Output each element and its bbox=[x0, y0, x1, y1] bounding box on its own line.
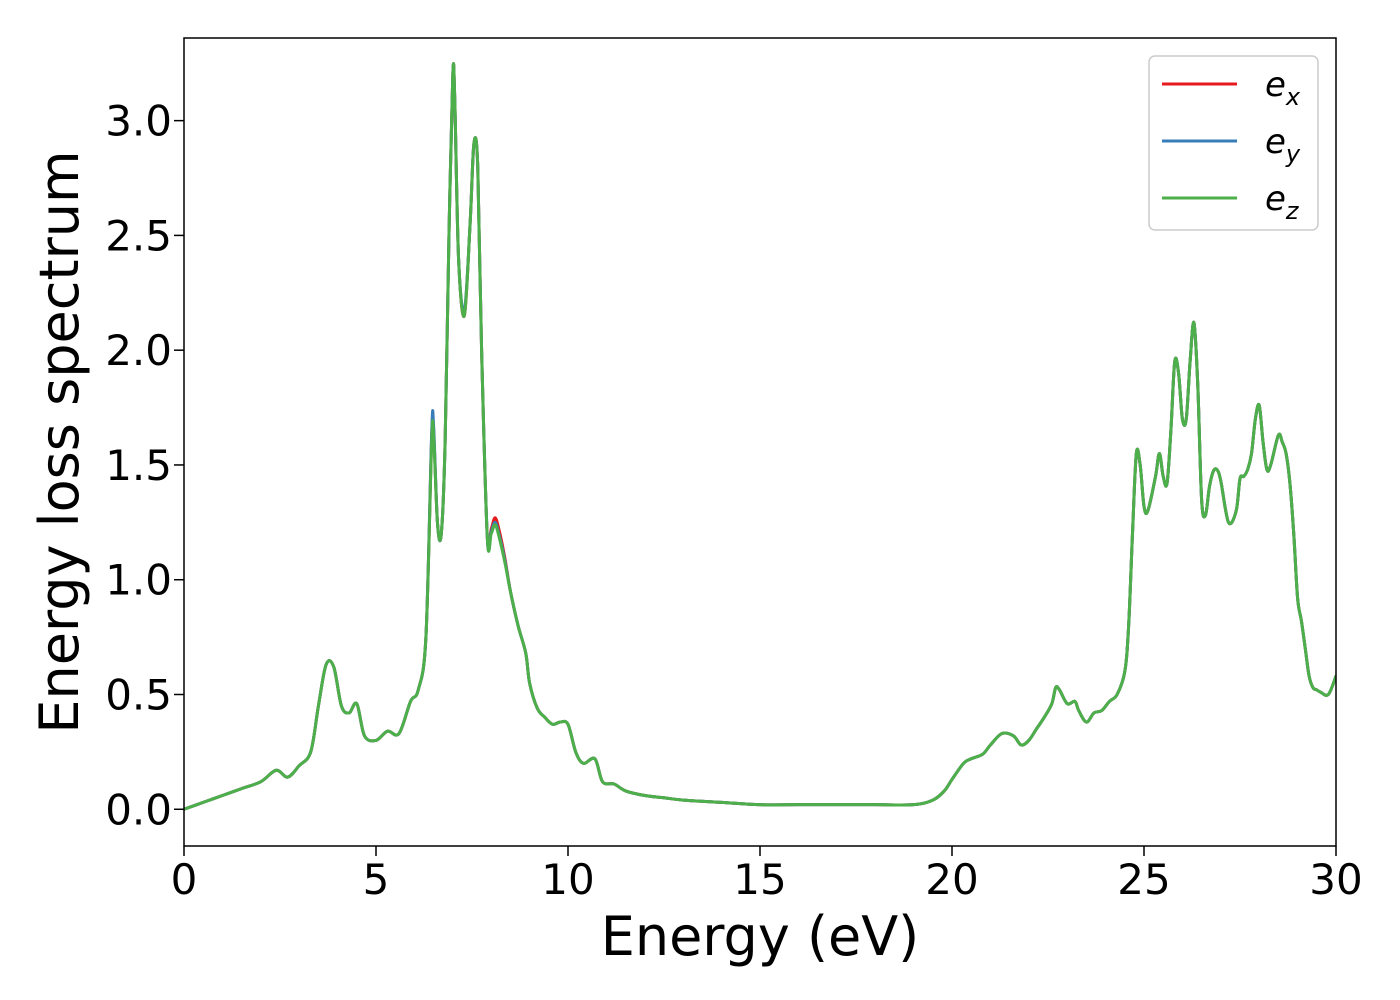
x-tick-label: 20 bbox=[925, 855, 978, 904]
y-tick-label: 1.5 bbox=[105, 441, 172, 490]
legend-label-main: e bbox=[1265, 179, 1286, 219]
y-axis: 0.0 0.5 1.0 1.5 2.0 2.5 3.0 bbox=[105, 97, 184, 834]
x-tick-label: 15 bbox=[733, 855, 786, 904]
y-axis-title: Energy loss spectrum bbox=[28, 150, 91, 733]
plot-area bbox=[184, 62, 1336, 811]
x-tick-label: 25 bbox=[1117, 855, 1170, 904]
legend-item-e-y: ey bbox=[1162, 122, 1301, 168]
legend-box bbox=[1148, 55, 1319, 231]
y-tick-label: 2.0 bbox=[105, 326, 172, 375]
legend-label-sub: z bbox=[1285, 197, 1300, 225]
legend-item-e-z: ez bbox=[1162, 179, 1300, 225]
legend-item-e-x: ex bbox=[1162, 65, 1301, 111]
series-line-e-z bbox=[184, 62, 1336, 811]
y-tick-label: 1.0 bbox=[105, 556, 172, 605]
y-tick-label: 2.5 bbox=[105, 211, 172, 260]
y-tick-label: 0.5 bbox=[105, 671, 172, 720]
legend-label-sub: x bbox=[1285, 83, 1301, 111]
y-tick-label: 3.0 bbox=[105, 97, 172, 146]
x-axis: 0 5 10 15 20 25 30 bbox=[171, 846, 1363, 904]
x-tick-label: 5 bbox=[363, 855, 390, 904]
x-axis-title: Energy (eV) bbox=[601, 905, 920, 968]
x-tick-label: 10 bbox=[541, 855, 594, 904]
legend-label-sub: y bbox=[1285, 140, 1301, 168]
legend-label: ex bbox=[1265, 65, 1301, 111]
legend-label: ey bbox=[1265, 122, 1301, 168]
legend-label-main: e bbox=[1265, 65, 1286, 105]
legend-label-main: e bbox=[1265, 122, 1286, 162]
x-tick-label: 0 bbox=[171, 855, 198, 904]
y-tick-label: 0.0 bbox=[105, 785, 172, 834]
x-tick-label: 30 bbox=[1309, 855, 1362, 904]
legend-label: ez bbox=[1265, 179, 1300, 225]
